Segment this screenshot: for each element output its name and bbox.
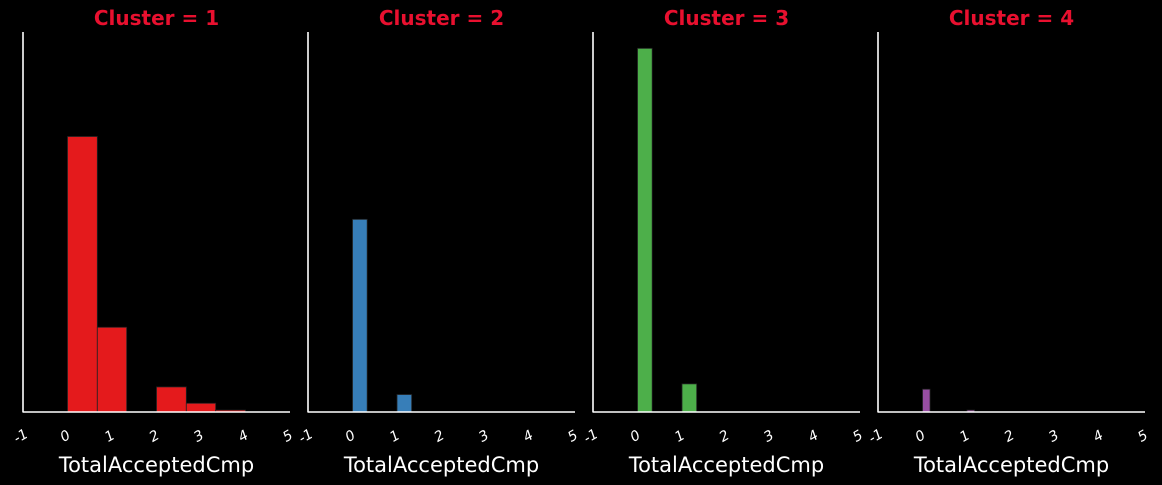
x-tick-label: 1 [672, 427, 688, 445]
x-tick-label: 3 [191, 427, 207, 445]
x-tick-label: 1 [957, 427, 973, 445]
histogram-bar [96, 326, 128, 413]
histogram-bar [156, 386, 187, 413]
panel-title: Cluster = 1 [94, 6, 219, 30]
x-tick-label: -1 [581, 426, 601, 447]
histogram-bar [352, 218, 368, 413]
x-tick-label: 0 [628, 427, 644, 445]
histogram-bar [185, 402, 217, 413]
panel-title: Cluster = 4 [949, 6, 1074, 30]
x-tick-label: 0 [58, 427, 74, 445]
x-tick-label: 3 [1046, 427, 1062, 445]
x-tick-label: 4 [236, 427, 252, 445]
panel-title: Cluster = 3 [664, 6, 789, 30]
x-tick-label: 5 [280, 427, 296, 445]
x-tick-label: -1 [296, 426, 316, 447]
x-tick-label: 5 [565, 427, 581, 445]
x-tick-label: 5 [850, 427, 866, 445]
panel-title: Cluster = 2 [379, 6, 504, 30]
x-tick-label: -1 [11, 426, 31, 447]
histogram-bar [396, 394, 413, 413]
x-tick-label: 2 [432, 427, 448, 445]
x-axis-label: TotalAcceptedCmp [58, 453, 254, 477]
x-tick-label: 2 [147, 427, 163, 445]
x-tick-label: 2 [717, 427, 733, 445]
histogram-bar [922, 388, 931, 413]
histogram-bar [637, 47, 653, 413]
x-tick-label: 3 [476, 427, 492, 445]
x-tick-label: 0 [913, 427, 929, 445]
x-axis-label: TotalAcceptedCmp [628, 453, 824, 477]
x-tick-label: -1 [866, 426, 886, 447]
x-tick-label: 3 [761, 427, 777, 445]
x-axis-label: TotalAcceptedCmp [343, 453, 539, 477]
x-tick-label: 4 [1091, 427, 1107, 445]
histogram-bar [681, 383, 698, 413]
x-tick-label: 1 [387, 427, 403, 445]
x-tick-label: 1 [102, 427, 118, 445]
x-tick-label: 0 [343, 427, 359, 445]
x-tick-label: 2 [1002, 427, 1018, 445]
x-tick-label: 5 [1135, 427, 1151, 445]
x-axis-label: TotalAcceptedCmp [913, 453, 1109, 477]
x-tick-label: 4 [521, 427, 537, 445]
x-tick-label: 4 [806, 427, 822, 445]
histogram-bar [67, 136, 98, 413]
